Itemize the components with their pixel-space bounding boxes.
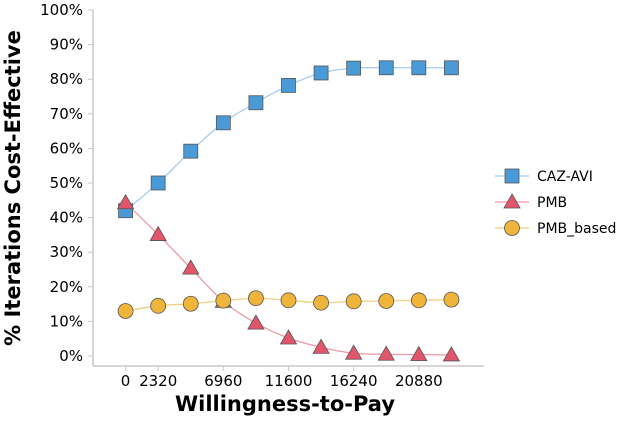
legend-marker-pmb (503, 193, 521, 209)
x-tick-label: 20880 (395, 372, 443, 390)
data-point-caz-avi (411, 60, 427, 76)
data-point-pmb (377, 345, 395, 361)
legend-item-pmb: PMB (495, 193, 567, 211)
x-tick-label: 11600 (265, 372, 313, 390)
data-point-pmb (279, 329, 298, 345)
data-point-caz-avi (281, 78, 296, 93)
data-point-pmb (247, 314, 265, 330)
data-point-pmb-based (443, 291, 460, 308)
x-tick-label: 0 (121, 372, 131, 390)
data-point-pmb-based (410, 292, 427, 309)
series-lines (125, 67, 452, 356)
y-axis-title: % Iterations Cost-Effective (1, 30, 25, 346)
legend-label-caz-avi: CAZ-AVI (537, 169, 593, 185)
tick-labels: 0% 10% 20% 30% 40% 50% 60% 70% 80% 90% 100% 0 2320 69… (40, 1, 443, 390)
series-markers (116, 60, 461, 362)
data-point-pmb-based (248, 290, 264, 307)
data-point-pmb-based (117, 303, 134, 319)
data-point-pmb-based (280, 292, 297, 309)
x-axis-title: Willingness-to-Pay (175, 392, 395, 416)
y-tick-label: 40% (50, 209, 83, 227)
x-tick-label: 6960 (204, 372, 242, 390)
data-point-pmb-based (215, 292, 232, 309)
y-tick-label: 60% (50, 139, 83, 157)
legend-label-pmb-based: PMB_based (537, 221, 616, 237)
data-point-caz-avi (183, 143, 199, 159)
legend-item-pmb-based: PMB_based (495, 220, 616, 237)
legend: CAZ-AVI PMB PMB_based (495, 168, 616, 237)
axes (88, 9, 484, 371)
data-point-pmb (410, 345, 428, 362)
y-tick-label: 0% (59, 347, 83, 365)
y-tick-label: 70% (50, 105, 83, 123)
data-point-pmb-based (378, 293, 395, 309)
data-point-pmb-based (182, 295, 199, 312)
legend-marker-caz-avi (504, 168, 520, 184)
x-tick-label: 16240 (330, 372, 378, 390)
data-point-caz-avi (248, 95, 264, 111)
legend-marker-pmb-based (504, 220, 520, 236)
data-point-caz-avi (444, 60, 459, 76)
y-tick-label: 10% (50, 312, 83, 330)
y-tick-label: 30% (50, 243, 83, 261)
y-tick-label: 100% (40, 1, 83, 19)
data-point-caz-avi (313, 65, 329, 81)
y-tick-label: 90% (50, 36, 83, 54)
y-tick-label: 50% (50, 174, 83, 192)
data-point-caz-avi (215, 115, 231, 131)
data-point-pmb-based (345, 293, 362, 310)
data-point-pmb (312, 338, 330, 354)
y-tick-label: 20% (50, 278, 83, 296)
data-point-pmb-based (313, 294, 329, 311)
x-tick-label: 2320 (139, 372, 177, 390)
data-point-pmb-based (150, 297, 167, 314)
data-point-pmb (149, 225, 167, 241)
data-point-pmb (442, 346, 461, 362)
legend-label-pmb: PMB (537, 195, 567, 211)
y-tick-label: 80% (50, 70, 83, 88)
data-point-pmb (344, 344, 363, 360)
data-point-caz-avi (150, 175, 166, 191)
legend-item-caz-avi: CAZ-AVI (495, 168, 593, 185)
data-point-caz-avi (378, 60, 394, 76)
data-point-caz-avi (346, 60, 362, 76)
data-point-pmb (182, 259, 200, 275)
data-point-pmb (116, 193, 135, 210)
